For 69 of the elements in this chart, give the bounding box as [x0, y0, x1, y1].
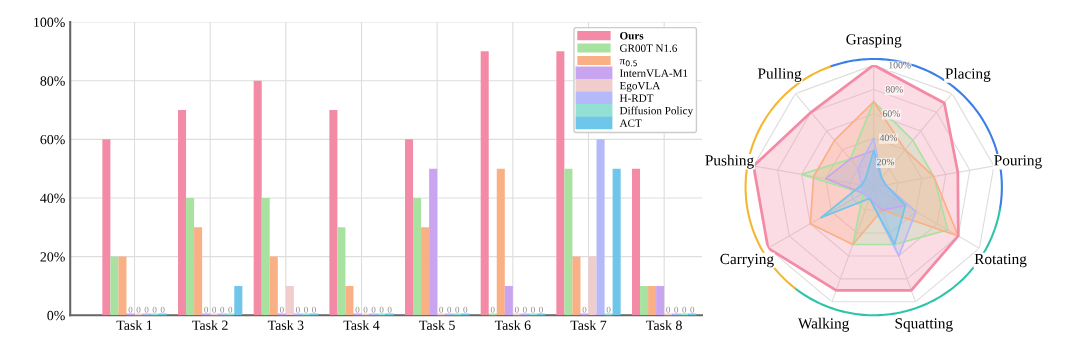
y-tick-label: 100%	[34, 17, 65, 28]
spoke-label: Rotating	[974, 253, 1027, 268]
data-label: 0	[463, 306, 468, 313]
legend-label: π$_{0.5}$	[619, 59, 637, 67]
legend-label: Diffusion Policy	[619, 106, 694, 117]
legend-label: Ours	[620, 32, 644, 40]
data-label: 0	[212, 306, 217, 313]
spoke-label: Walking	[797, 317, 850, 332]
spoke-label: Pushing	[705, 154, 754, 169]
data-label: 0	[160, 306, 165, 313]
x-tick-label: Task 2	[192, 320, 228, 330]
x-tick-label: Task 7	[570, 320, 607, 330]
y-tick-label: 80%	[885, 86, 903, 93]
legend-label: H-RDT	[619, 94, 654, 102]
y-tick-label: 60%	[882, 110, 900, 117]
data-label: 0	[295, 306, 300, 313]
data-label: 0	[379, 306, 384, 313]
x-tick-label: Task 6	[494, 320, 531, 330]
spoke-label: Pulling	[757, 67, 802, 82]
data-label: 0	[220, 306, 225, 313]
data-label: 0	[666, 306, 671, 313]
spoke-label: Pouring	[994, 155, 1042, 169]
spoke-label: Grasping	[846, 34, 902, 48]
spoke-label: Carrying	[720, 253, 774, 268]
y-tick-label: 80%	[40, 76, 65, 86]
legend-label: EgoVLA	[619, 81, 661, 92]
data-label: 0	[363, 306, 368, 313]
data-label: 0	[204, 306, 209, 313]
x-tick-label: Task 8	[646, 320, 682, 330]
y-tick-label: 40%	[879, 134, 898, 142]
legend-label: GR00T N1.6	[620, 44, 678, 52]
x-tick-label: Task 3	[267, 320, 304, 330]
data-label: 0	[522, 306, 527, 313]
data-label: 0	[228, 306, 233, 313]
spoke-label: Placing	[945, 67, 991, 82]
data-label: 0	[455, 306, 460, 313]
y-tick-label: 0%	[47, 310, 65, 321]
x-tick-label: Task 4	[343, 320, 380, 330]
data-label: 0	[514, 306, 519, 313]
data-label: 0	[606, 306, 611, 313]
y-tick-label: 20%	[40, 252, 65, 262]
data-label: 0	[128, 306, 133, 313]
data-label: 0	[690, 306, 695, 313]
data-label: 0	[152, 306, 157, 313]
data-label: 0	[312, 306, 316, 313]
data-label: 0	[674, 306, 679, 313]
y-tick-label: 40%	[40, 193, 65, 203]
y-tick-label: 20%	[877, 158, 895, 166]
data-label: 0	[447, 306, 452, 313]
data-label: 0	[304, 306, 308, 313]
data-label: 0	[490, 306, 495, 313]
data-label: 0	[144, 306, 149, 313]
data-label: 0	[582, 306, 587, 313]
data-label: 0	[279, 306, 284, 313]
spoke-label: Squatting	[895, 318, 953, 332]
y-tick-label: 60%	[40, 134, 65, 145]
y-tick-label: 100%	[889, 61, 911, 69]
data-label: 0	[439, 306, 444, 313]
data-label: 0	[371, 306, 376, 313]
data-label: 0	[355, 306, 360, 313]
data-label: 0	[531, 306, 535, 313]
data-label: 0	[387, 306, 392, 313]
data-label: 0	[682, 306, 687, 313]
legend-label: ACT	[619, 119, 642, 127]
x-tick-label: Task 5	[419, 320, 455, 330]
data-label: 0	[539, 306, 543, 313]
x-tick-label: Task 1	[116, 320, 152, 330]
data-label: 0	[136, 306, 141, 313]
legend-label: InternVLA-M1	[619, 69, 688, 77]
